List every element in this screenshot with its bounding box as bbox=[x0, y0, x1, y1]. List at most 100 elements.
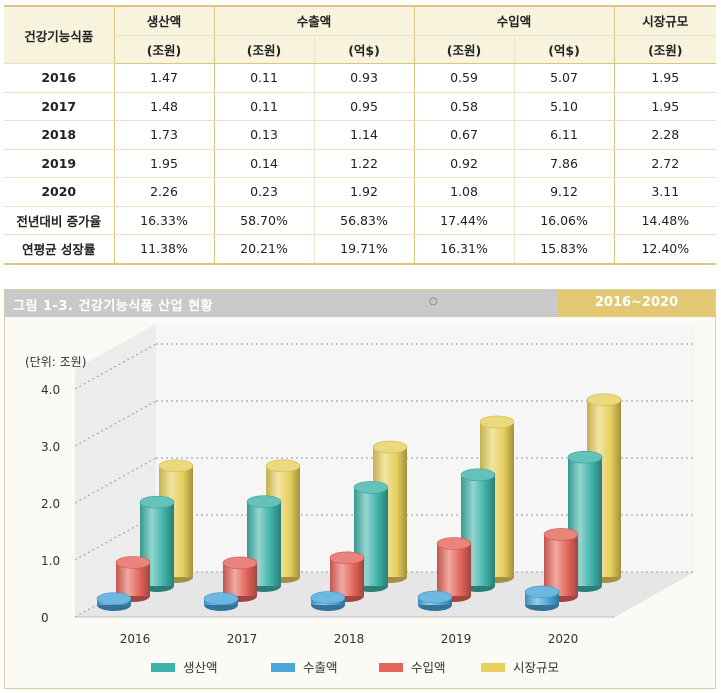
table-cell: 3.11 bbox=[613, 177, 717, 207]
table-cell: 0.59 bbox=[413, 63, 515, 93]
table-cell: 19.71% bbox=[313, 234, 415, 265]
table-cell: 58.70% bbox=[213, 206, 314, 235]
y-tick-label: 1.0 bbox=[41, 554, 60, 568]
x-tick-label: 2018 bbox=[334, 632, 365, 646]
x-tick-label: 2016 bbox=[120, 632, 151, 646]
table-cell: 11.38% bbox=[113, 234, 214, 265]
table-row: 2016 1.47 0.11 0.93 0.59 5.07 1.95 bbox=[4, 63, 717, 93]
row-label: 전년대비 증가율 bbox=[4, 206, 114, 235]
table-cell: 0.23 bbox=[213, 177, 314, 207]
x-tick-label: 2020 bbox=[548, 632, 579, 646]
table-cell: 1.95 bbox=[613, 92, 717, 121]
unit-header: (조원) bbox=[113, 35, 214, 64]
unit-header: (조원) bbox=[213, 35, 314, 64]
legend-swatch bbox=[151, 663, 175, 672]
table-corner-label: 건강기능식품 bbox=[4, 5, 114, 64]
table-row: 2019 1.95 0.14 1.22 0.92 7.86 2.72 bbox=[4, 149, 717, 178]
y-tick-label: 2.0 bbox=[41, 497, 60, 511]
table-cell: 1.95 bbox=[113, 149, 214, 178]
table-cell: 0.14 bbox=[213, 149, 314, 178]
table-cell: 0.67 bbox=[413, 120, 515, 150]
bar-수출액-2019 bbox=[417, 590, 453, 611]
legend-label: 생산액 bbox=[183, 660, 218, 675]
unit-label: (단위: 조원) bbox=[25, 355, 86, 369]
table-cell: 20.21% bbox=[213, 234, 314, 265]
table-row: 연평균 성장률 11.38% 20.21% 19.71% 16.31% 15.83% 12.… bbox=[4, 234, 717, 265]
table-cell: 1.08 bbox=[413, 177, 515, 207]
row-label: 2017 bbox=[4, 92, 114, 121]
bar-chart-3d: 0 1.0 2.0 3.0 4.0 (단위: 조원) 2016 2017 2018 2019 202… bbox=[25, 324, 695, 675]
bar-수입액-2019 bbox=[436, 537, 472, 602]
table-cell: 5.10 bbox=[513, 92, 615, 121]
header-import: 수입액 bbox=[413, 5, 615, 36]
table-cell: 0.11 bbox=[213, 92, 314, 121]
table-row: 2017 1.48 0.11 0.95 0.58 5.10 1.95 bbox=[4, 92, 717, 121]
table-cell: 7.86 bbox=[513, 149, 615, 178]
table-cell: 1.73 bbox=[113, 120, 214, 150]
row-label: 2018 bbox=[4, 120, 114, 150]
table-cell: 14.48% bbox=[613, 206, 717, 235]
table-cell: 5.07 bbox=[513, 63, 615, 93]
table-cell: 56.83% bbox=[313, 206, 415, 235]
table-cell: 9.12 bbox=[513, 177, 615, 207]
header-market-size: 시장규모 bbox=[613, 5, 717, 36]
gridline bbox=[74, 457, 157, 504]
x-tick-label: 2019 bbox=[441, 632, 472, 646]
table-cell: 2.28 bbox=[613, 120, 717, 150]
bar-수입액-2020 bbox=[543, 528, 579, 602]
legend-swatch bbox=[379, 663, 403, 672]
y-tick-label: 4.0 bbox=[41, 383, 60, 397]
figure-title-bar: 그림 1-3. 건강기능식품 산업 현황 ○ bbox=[5, 290, 558, 317]
stats-table: 건강기능식품 생산액 수출액 수입액 시장규모 (조원) (조원) (억$) (… bbox=[4, 5, 717, 265]
figure-title: 그림 1-3. 건강기능식품 산업 현황 bbox=[13, 299, 214, 314]
table-cell: 0.11 bbox=[213, 63, 314, 93]
legend-label: 수출액 bbox=[303, 660, 338, 675]
table-cell: 1.22 bbox=[313, 149, 415, 178]
row-label: 2019 bbox=[4, 149, 114, 178]
figure-marker-icon: ○ bbox=[429, 296, 438, 307]
table-cell: 6.11 bbox=[513, 120, 615, 150]
legend-swatch bbox=[481, 663, 505, 672]
header-production: 생산액 bbox=[113, 5, 214, 36]
table-cell: 1.47 bbox=[113, 63, 214, 93]
figure-period-bar: 2016~2020 bbox=[558, 290, 715, 317]
x-tick-label: 2017 bbox=[227, 632, 258, 646]
table-cell: 2.72 bbox=[613, 149, 717, 178]
bar-수출액-2017 bbox=[203, 592, 239, 611]
unit-header: (억$) bbox=[513, 35, 615, 64]
table-cell: 16.31% bbox=[413, 234, 515, 265]
table-cell: 2.26 bbox=[113, 177, 214, 207]
bar-수출액-2018 bbox=[310, 591, 346, 611]
table-cell: 1.48 bbox=[113, 92, 214, 121]
unit-header: (억$) bbox=[313, 35, 415, 64]
table-cell: 17.44% bbox=[413, 206, 515, 235]
table-cell: 1.92 bbox=[313, 177, 415, 207]
gridline bbox=[74, 343, 157, 390]
table-cell: 16.06% bbox=[513, 206, 615, 235]
figure-period: 2016~2020 bbox=[594, 295, 679, 310]
bar-수출액-2016 bbox=[96, 592, 132, 611]
bar-수출액-2020 bbox=[524, 585, 560, 611]
unit-header: (조원) bbox=[613, 35, 717, 64]
y-tick-label: 3.0 bbox=[41, 440, 60, 454]
row-label: 2020 bbox=[4, 177, 114, 207]
table-row: 2020 2.26 0.23 1.92 1.08 9.12 3.11 bbox=[4, 177, 717, 207]
unit-header: (조원) bbox=[413, 35, 515, 64]
side-wall bbox=[75, 324, 156, 617]
table-body: 2016 1.47 0.11 0.93 0.59 5.07 1.95 2017 1.48 0.11… bbox=[4, 63, 717, 265]
table-cell: 16.33% bbox=[113, 206, 214, 235]
table-cell: 12.40% bbox=[613, 234, 717, 265]
table-cell: 0.13 bbox=[213, 120, 314, 150]
header-export: 수출액 bbox=[213, 5, 415, 36]
table-cell: 15.83% bbox=[513, 234, 615, 265]
table-cell: 0.58 bbox=[413, 92, 515, 121]
table-cell: 0.92 bbox=[413, 149, 515, 178]
y-tick-label: 0 bbox=[41, 611, 49, 625]
gridline bbox=[74, 400, 157, 447]
gridline bbox=[74, 514, 157, 561]
row-label: 연평균 성장률 bbox=[4, 234, 114, 265]
legend-label: 수입액 bbox=[411, 660, 446, 675]
table-row: 전년대비 증가율 16.33% 58.70% 56.83% 17.44% 16.06% 14… bbox=[4, 206, 717, 235]
table-row: 2018 1.73 0.13 1.14 0.67 6.11 2.28 bbox=[4, 120, 717, 150]
table-cell: 1.95 bbox=[613, 63, 717, 93]
